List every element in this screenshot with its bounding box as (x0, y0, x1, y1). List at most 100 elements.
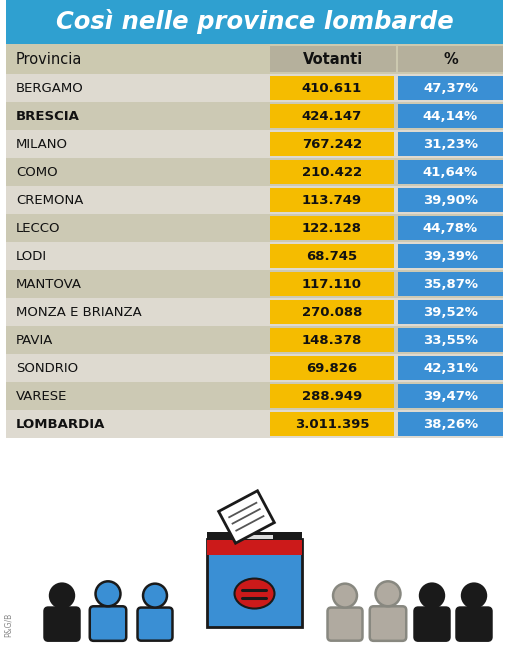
Circle shape (96, 582, 121, 607)
Text: 33,55%: 33,55% (423, 333, 478, 346)
Circle shape (462, 584, 486, 608)
Circle shape (333, 584, 357, 608)
FancyBboxPatch shape (370, 607, 406, 641)
Bar (398, 46, 503, 72)
FancyBboxPatch shape (90, 607, 126, 641)
Text: Così nelle province lombarde: Così nelle province lombarde (55, 10, 454, 35)
Text: 39,39%: 39,39% (423, 250, 478, 263)
Text: 35,87%: 35,87% (423, 278, 478, 291)
Text: %: % (443, 52, 458, 67)
Bar (6, 74, 503, 102)
Ellipse shape (235, 578, 274, 608)
Bar (398, 356, 503, 380)
Text: 122.128: 122.128 (302, 221, 362, 234)
Text: 38,26%: 38,26% (423, 417, 478, 430)
Bar (398, 300, 503, 324)
Bar (398, 272, 503, 296)
Text: Provincia: Provincia (16, 52, 82, 67)
Bar (398, 216, 503, 240)
FancyBboxPatch shape (457, 608, 492, 641)
Text: VARESE: VARESE (16, 390, 67, 403)
Bar (6, 102, 503, 130)
Bar (0, 438, 509, 655)
Bar (6, 298, 503, 326)
Bar (398, 384, 503, 408)
Bar (398, 244, 503, 268)
Bar (6, 326, 503, 354)
Bar (270, 244, 394, 268)
Text: MONZA E BRIANZA: MONZA E BRIANZA (16, 305, 142, 318)
Text: 68.745: 68.745 (306, 250, 357, 263)
Bar (6, 214, 503, 242)
Bar (207, 532, 302, 540)
Text: LODI: LODI (16, 250, 47, 263)
Text: LOMBARDIA: LOMBARDIA (16, 417, 105, 430)
Text: 424.147: 424.147 (302, 109, 362, 122)
FancyBboxPatch shape (414, 608, 449, 641)
Text: 3.011.395: 3.011.395 (295, 417, 369, 430)
Bar (270, 46, 396, 72)
Text: BRESCIA: BRESCIA (16, 109, 80, 122)
Bar (270, 356, 394, 380)
Text: COMO: COMO (16, 166, 58, 179)
FancyBboxPatch shape (44, 608, 79, 641)
Bar (270, 216, 394, 240)
Bar (6, 158, 503, 186)
Text: 41,64%: 41,64% (423, 166, 478, 179)
Text: 42,31%: 42,31% (423, 362, 478, 375)
Bar (6, 410, 503, 438)
Bar (6, 354, 503, 382)
Text: 270.088: 270.088 (302, 305, 362, 318)
Bar (398, 160, 503, 184)
Bar (6, 186, 503, 214)
Text: 69.826: 69.826 (306, 362, 357, 375)
Bar (398, 328, 503, 352)
Bar (270, 272, 394, 296)
Text: 117.110: 117.110 (302, 278, 362, 291)
Text: MILANO: MILANO (16, 138, 68, 151)
Circle shape (376, 582, 401, 607)
Text: 113.749: 113.749 (302, 193, 362, 206)
Text: 47,37%: 47,37% (423, 81, 478, 94)
Bar (270, 328, 394, 352)
Bar (6, 130, 503, 158)
Text: MANTOVA: MANTOVA (16, 278, 82, 291)
Bar (6, 0, 503, 44)
Bar (270, 160, 394, 184)
Bar (398, 104, 503, 128)
Text: P&G/B: P&G/B (4, 613, 13, 637)
Text: 39,47%: 39,47% (423, 390, 478, 403)
Bar (398, 76, 503, 100)
Bar (270, 300, 394, 324)
Polygon shape (219, 491, 274, 543)
Circle shape (50, 584, 74, 608)
Bar (6, 270, 503, 298)
Text: 410.611: 410.611 (302, 81, 362, 94)
Bar (270, 104, 394, 128)
Bar (398, 132, 503, 156)
Bar (270, 76, 394, 100)
Text: 288.949: 288.949 (302, 390, 362, 403)
Bar (270, 412, 394, 436)
Bar (270, 384, 394, 408)
Text: Votanti: Votanti (303, 52, 363, 67)
Text: LECCO: LECCO (16, 221, 61, 234)
Bar (6, 44, 503, 74)
Text: 210.422: 210.422 (302, 166, 362, 179)
Text: 44,14%: 44,14% (423, 109, 478, 122)
Circle shape (143, 584, 167, 608)
Bar (270, 188, 394, 212)
Text: PAVIA: PAVIA (16, 333, 53, 346)
Bar (207, 540, 302, 555)
Text: BERGAMO: BERGAMO (16, 81, 84, 94)
Text: 767.242: 767.242 (302, 138, 362, 151)
Bar (398, 412, 503, 436)
Bar (236, 535, 273, 539)
Text: SONDRIO: SONDRIO (16, 362, 78, 375)
Text: 31,23%: 31,23% (423, 138, 478, 151)
Text: 44,78%: 44,78% (423, 221, 478, 234)
Bar (398, 188, 503, 212)
Text: 39,90%: 39,90% (423, 193, 478, 206)
Text: 39,52%: 39,52% (423, 305, 478, 318)
FancyBboxPatch shape (137, 608, 173, 641)
